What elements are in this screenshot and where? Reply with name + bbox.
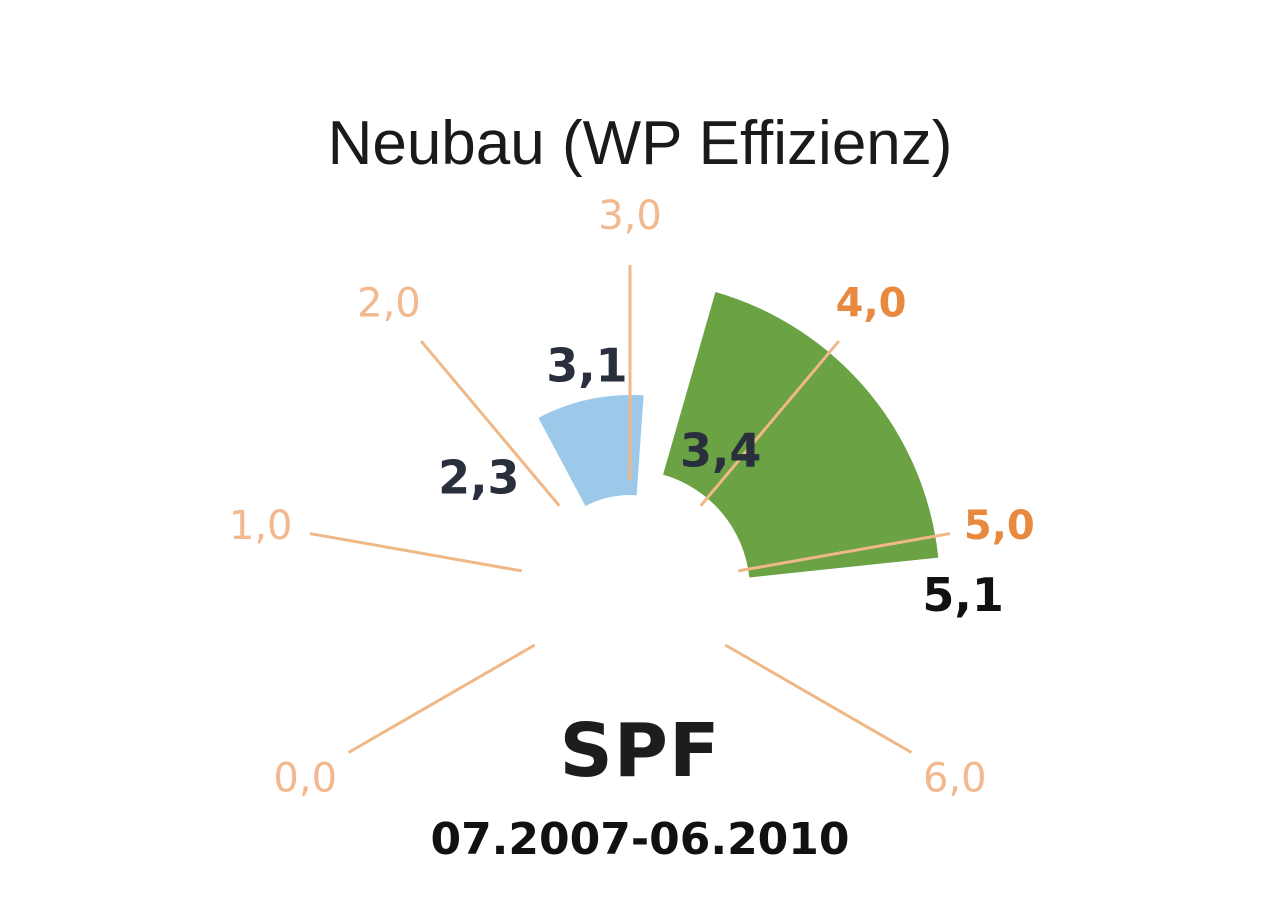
gauge-tick-label: 2,0 — [357, 281, 421, 327]
gauge-tick-label: 4,0 — [836, 281, 907, 327]
gauge-tick-line — [738, 532, 951, 573]
gauge-tick-label: 0,0 — [273, 756, 337, 802]
gauge-value-label: 2,3 — [438, 451, 520, 505]
chart-title: Neubau (WP Effizienz) — [327, 109, 953, 178]
gauge-range-band — [538, 395, 644, 507]
gauge-tick-line — [699, 340, 841, 507]
gauge-tick-label: 3,0 — [598, 193, 662, 239]
gauge-value-label: 5,1 — [922, 568, 1004, 622]
gauge-value-label: 3,1 — [546, 339, 628, 393]
gauge-period-label: 07.2007-06.2010 — [430, 814, 850, 865]
gauge-tick-label: 5,0 — [964, 503, 1035, 549]
gauge-ticks — [309, 265, 951, 754]
gauge-tick-line — [419, 340, 561, 507]
gauge-tick-label: 1,0 — [229, 503, 293, 549]
gauge-tick-line — [309, 532, 522, 573]
gauge-value-label: 3,4 — [680, 424, 762, 478]
gauge-tick-line — [347, 643, 536, 754]
gauge-metric-label: SPF — [559, 708, 721, 794]
gauge-tick-line — [724, 643, 913, 754]
gauge-labels: 0,0 1,0 2,0 3,0 4,0 5,0 6,0 2,3 3,1 3,4 5,1 — [229, 193, 1035, 802]
gauge-range-band — [663, 292, 939, 578]
gauge-tick-label: 6,0 — [923, 756, 987, 802]
gauge-ranges — [538, 292, 939, 578]
